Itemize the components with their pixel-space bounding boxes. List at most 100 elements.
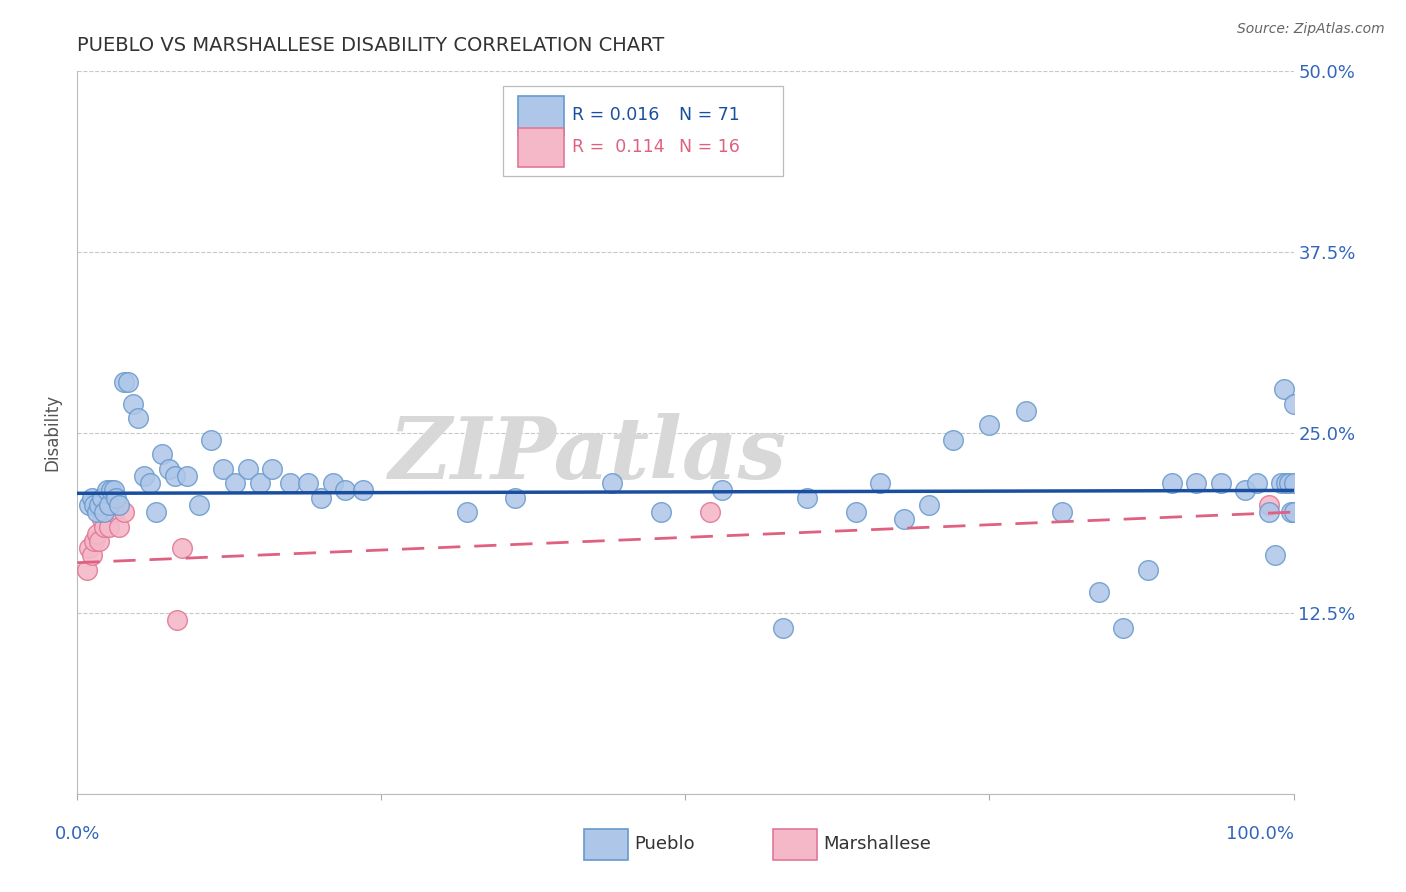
Point — [456, 505, 478, 519]
Point — [942, 433, 965, 447]
Point — [1052, 505, 1074, 519]
Point — [134, 469, 156, 483]
Point — [1282, 397, 1305, 411]
Point — [157, 462, 180, 476]
Point — [297, 476, 319, 491]
Point — [1282, 476, 1305, 491]
Text: N = 71: N = 71 — [679, 106, 740, 124]
Point — [93, 505, 115, 519]
Point — [224, 476, 246, 491]
Point — [139, 476, 162, 491]
Point — [918, 498, 941, 512]
Point — [249, 476, 271, 491]
Point — [79, 541, 101, 556]
Point — [176, 469, 198, 483]
Point — [845, 505, 868, 519]
FancyBboxPatch shape — [517, 96, 564, 135]
Point — [89, 498, 111, 512]
Point — [96, 483, 118, 498]
Point — [127, 411, 149, 425]
FancyBboxPatch shape — [773, 829, 817, 861]
Point — [1233, 483, 1256, 498]
Point — [97, 519, 120, 533]
Point — [93, 519, 115, 533]
Point — [650, 505, 672, 519]
Point — [166, 614, 188, 628]
Point — [1015, 404, 1038, 418]
Point — [1258, 505, 1281, 519]
FancyBboxPatch shape — [503, 86, 783, 176]
Text: N = 16: N = 16 — [679, 138, 740, 156]
Point — [122, 397, 145, 411]
Point — [80, 549, 103, 563]
Point — [1258, 498, 1281, 512]
Point — [772, 621, 794, 635]
Point — [1279, 505, 1302, 519]
Point — [1275, 476, 1298, 491]
Text: Marshallese: Marshallese — [823, 836, 931, 854]
Point — [200, 433, 222, 447]
Text: 100.0%: 100.0% — [1226, 824, 1294, 843]
Y-axis label: Disability: Disability — [44, 394, 62, 471]
Point — [103, 483, 125, 498]
Point — [1161, 476, 1184, 491]
Point — [236, 462, 259, 476]
FancyBboxPatch shape — [517, 128, 564, 168]
Text: ZIPatlas: ZIPatlas — [389, 412, 787, 496]
Point — [553, 151, 575, 165]
Point — [503, 491, 526, 505]
Point — [278, 476, 301, 491]
Point — [1088, 584, 1111, 599]
Point — [1282, 505, 1305, 519]
Point — [893, 512, 915, 526]
Point — [796, 491, 818, 505]
Point — [212, 462, 235, 476]
Point — [107, 519, 129, 533]
Point — [76, 563, 98, 577]
Point — [107, 498, 129, 512]
FancyBboxPatch shape — [585, 829, 628, 861]
Text: R =  0.114: R = 0.114 — [572, 138, 665, 156]
Point — [352, 483, 374, 498]
Point — [97, 498, 120, 512]
Point — [90, 491, 112, 505]
Point — [1136, 563, 1159, 577]
Point — [1246, 476, 1268, 491]
Point — [710, 483, 733, 498]
Point — [1272, 382, 1295, 396]
Text: R = 0.016: R = 0.016 — [572, 106, 659, 124]
Point — [89, 533, 111, 548]
Point — [1264, 549, 1286, 563]
Text: PUEBLO VS MARSHALLESE DISABILITY CORRELATION CHART: PUEBLO VS MARSHALLESE DISABILITY CORRELA… — [77, 36, 665, 54]
Point — [163, 469, 186, 483]
Point — [170, 541, 193, 556]
Point — [86, 505, 108, 519]
Point — [86, 526, 108, 541]
Point — [602, 476, 624, 491]
Point — [1209, 476, 1232, 491]
Point — [1278, 476, 1301, 491]
Point — [117, 375, 139, 389]
Point — [80, 491, 103, 505]
Point — [112, 505, 135, 519]
Point — [100, 483, 122, 498]
Point — [1185, 476, 1208, 491]
Point — [188, 498, 211, 512]
Point — [1112, 621, 1135, 635]
Text: Pueblo: Pueblo — [634, 836, 695, 854]
Point — [979, 418, 1001, 433]
Point — [145, 505, 167, 519]
Text: 0.0%: 0.0% — [55, 824, 100, 843]
Point — [1270, 476, 1292, 491]
Point — [112, 375, 135, 389]
Point — [90, 512, 112, 526]
Point — [309, 491, 332, 505]
Point — [699, 505, 721, 519]
Point — [105, 491, 128, 505]
Point — [322, 476, 344, 491]
Point — [152, 447, 174, 461]
Point — [869, 476, 891, 491]
Point — [83, 533, 105, 548]
Point — [83, 498, 105, 512]
Point — [260, 462, 283, 476]
